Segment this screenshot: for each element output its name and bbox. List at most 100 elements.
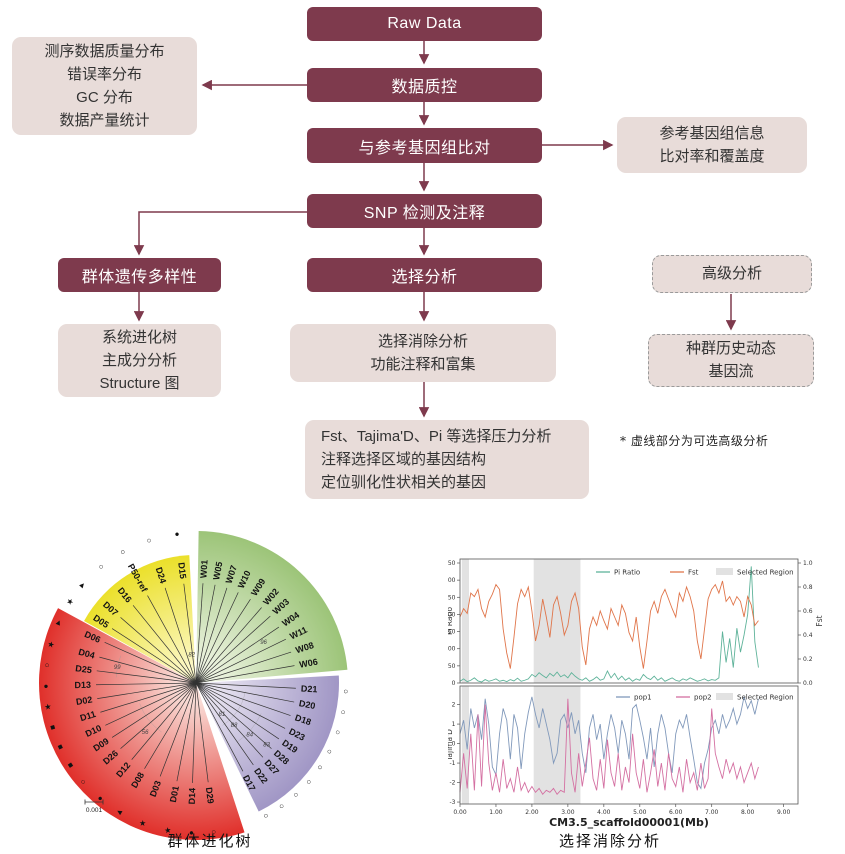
x-axis-tick: 1.00 (489, 809, 503, 816)
legend-swatch (716, 693, 733, 700)
sweep-line: 选择消除分析 (377, 332, 468, 350)
tree-branch (195, 626, 280, 684)
tree-branch (132, 605, 197, 684)
tajima-tick: -1 (450, 760, 456, 767)
tree-output-line: 主成分分析 (101, 351, 177, 369)
sweep-charts-figure: 0 50 100 150 200 250 300 350 0.0 0.2 0.4 0.6 0.8 1.0 2… (448, 558, 824, 829)
demography-line: 基因流 (708, 362, 754, 380)
tree-leaf-symbol-tri: ▲ (77, 579, 89, 591)
tree-branch (195, 587, 228, 684)
tree-sector-green (196, 531, 348, 683)
tree-branch (195, 592, 239, 684)
legend-label: Pi Ratio (614, 569, 640, 577)
pi-ratio-tick: 50 (448, 663, 456, 670)
tree-leaf-symbol-dot: ● (172, 531, 182, 537)
pi-ratio-tick: 150 (448, 629, 456, 636)
pressure-line: 定位驯化性状相关的基因 (321, 474, 487, 492)
tree-branch (195, 682, 244, 772)
pi-ratio-tick: 300 (448, 577, 456, 584)
tree-leaf-symbol-square: ■ (49, 722, 56, 732)
tree-branch (195, 615, 271, 684)
tree-leaf-symbol-circle: ○ (144, 537, 154, 545)
x-axis-tick: 8.00 (741, 809, 755, 816)
legend-label: pop2 (694, 694, 712, 702)
tree-branch (195, 665, 295, 684)
tree-leaf-label: D11 (79, 709, 97, 723)
tree-branch (195, 651, 292, 684)
tree-leaf-label: D13 (74, 680, 91, 690)
series-pi-ratio (459, 566, 759, 683)
tree-inner-arc (139, 703, 162, 733)
node-diversity-label: 群体遗传多样性 (81, 269, 198, 286)
tree-branch (192, 682, 197, 783)
qc-output-line: 错误率分布 (66, 65, 142, 83)
tree-bootstrap-value: 81 (219, 712, 226, 718)
tree-bootstrap-value: 82 (188, 652, 195, 658)
tree-leaf-label: D29 (204, 787, 216, 805)
tree-sector-red (39, 608, 245, 841)
tree-bootstrap-value: 88 (231, 723, 238, 729)
node-sweep: 选择消除分析 功能注释和富集 (290, 324, 556, 382)
tree-branch (195, 584, 216, 684)
tree-inner-arc (237, 713, 262, 743)
tree-leaf-label: D01 (168, 785, 181, 803)
tree-bootstrap-value: 56 (142, 730, 149, 736)
tree-branch (144, 682, 197, 769)
tree-branch (195, 682, 209, 783)
tajima-tick: 0 (452, 741, 456, 748)
fst-tick: 0.6 (803, 608, 813, 615)
tree-leaf-label: W06 (299, 657, 319, 670)
tree-branch (195, 583, 204, 684)
tree-leaf-label: D24 (154, 566, 169, 585)
ref-info-line: 参考基因组信息 (659, 124, 765, 142)
legend-label: pop1 (634, 694, 652, 702)
tree-branch (195, 682, 295, 703)
pi-ratio-tick: 250 (448, 594, 456, 601)
pressure-line: 注释选择区域的基因结构 (321, 450, 487, 468)
node-diversity: 群体遗传多样性 (58, 258, 221, 292)
tree-output-line: 系统进化树 (101, 328, 177, 346)
node-snp: SNP 检测及注释 (307, 194, 542, 228)
pi-ratio-tick: 0 (452, 680, 456, 687)
tree-leaf-symbol-circle: ○ (343, 687, 348, 696)
node-snp-label: SNP 检测及注释 (363, 205, 486, 222)
tree-inner-arc (115, 655, 122, 678)
tree-leaf-symbol-square: ■ (66, 760, 75, 770)
tree-leaf-symbol-circle: ○ (334, 727, 342, 737)
tree-branch (195, 682, 291, 716)
tree-branch (97, 682, 197, 699)
tree-leaf-symbol-star: ★ (44, 702, 52, 712)
tree-branch (104, 642, 197, 684)
tree-leaf-symbol-star: ★ (46, 639, 55, 650)
tree-bootstrap-value: 99 (114, 665, 121, 671)
selected-region-band (461, 559, 469, 683)
tree-leaf-symbol-tri: ▲ (113, 806, 125, 817)
tree-leaf-label: W05 (211, 561, 224, 581)
tree-leaf-symbol-star: ★ (163, 826, 173, 835)
sweep-line: 功能注释和富集 (370, 356, 476, 373)
flowchart-connectors (133, 41, 737, 418)
legend-label: Fst (688, 569, 699, 577)
node-raw-data: Raw Data (307, 7, 542, 41)
tree-leaf-symbol-dot: ● (95, 793, 105, 803)
x-axis-tick: 6.00 (669, 809, 683, 816)
legend-label: Selected Region (737, 694, 794, 702)
charts-caption: 选择消除分析 (558, 832, 661, 850)
tree-leaf-symbol-dot: ● (44, 682, 49, 691)
tree-branch (100, 682, 197, 713)
tree-branch (159, 682, 197, 777)
node-demography: 种群历史动态 基因流 (648, 334, 814, 387)
tree-leaf-label: D15 (176, 562, 188, 580)
node-selection-label: 选择分析 (391, 269, 458, 286)
tree-branch (120, 682, 197, 749)
tree-leaf-label: D04 (77, 647, 96, 661)
tree-branch (195, 682, 254, 766)
tree-leaf-symbol-circle: ○ (291, 790, 301, 800)
tree-branch (195, 638, 287, 684)
tree-bootstrap-value: 84 (246, 733, 253, 739)
fst-tick: 1.0 (803, 560, 813, 567)
node-qc-label: 数据质控 (391, 79, 458, 96)
tree-leaf-symbol-circle: ○ (277, 802, 287, 811)
